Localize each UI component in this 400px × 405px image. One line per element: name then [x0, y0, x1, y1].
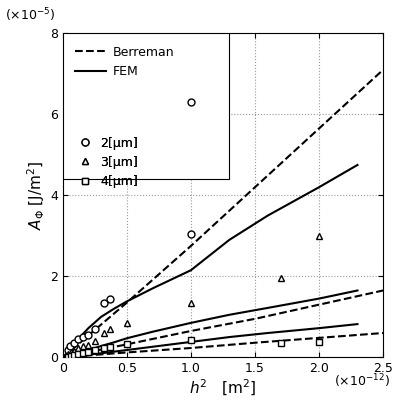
FEM	[150, 286, 155, 291]
Line: 3[μm]: 3[μm]	[64, 232, 322, 358]
FEM	[67, 349, 72, 354]
4[μm]	[101, 346, 106, 351]
Line: 2[μm]: 2[μm]	[64, 99, 194, 354]
Berreman	[124, 300, 129, 305]
3[μm]	[72, 349, 77, 354]
FEM	[355, 162, 360, 167]
Text: $(\times 10^{-12})$: $(\times 10^{-12})$	[334, 373, 390, 390]
Berreman	[188, 243, 193, 248]
2[μm]	[101, 300, 106, 305]
3[μm]	[278, 276, 283, 281]
3[μm]	[188, 300, 193, 305]
FEM	[317, 185, 322, 190]
3[μm]	[66, 352, 70, 356]
FEM	[227, 237, 232, 242]
4[μm]	[92, 348, 97, 353]
3[μm]	[76, 346, 80, 351]
2[μm]	[86, 333, 91, 337]
Y-axis label: $A_\Phi$ [J/m$^2$]: $A_\Phi$ [J/m$^2$]	[26, 160, 47, 230]
2[μm]	[76, 337, 80, 341]
3[μm]	[81, 344, 86, 349]
2[μm]	[66, 347, 70, 352]
X-axis label: $h^2$   [m$^2$]: $h^2$ [m$^2$]	[189, 378, 257, 398]
Text: Exp. Pitch: Exp. Pitch	[76, 114, 137, 127]
4[μm]	[66, 354, 70, 359]
FEM	[60, 355, 65, 360]
Legend: 2[μm], 3[μm], 4[μm]: 2[μm], 3[μm], 4[μm]	[69, 130, 144, 194]
Berreman	[381, 67, 386, 72]
3[μm]	[124, 320, 129, 325]
FEM	[188, 268, 193, 273]
2[μm]	[108, 296, 112, 301]
2[μm]	[68, 343, 73, 348]
Text: $(\times 10^{-5})$: $(\times 10^{-5})$	[5, 6, 56, 24]
FEM	[86, 326, 91, 330]
2[μm]	[92, 326, 97, 331]
Berreman	[60, 355, 65, 360]
4[μm]	[188, 338, 193, 343]
Line: Berreman: Berreman	[63, 70, 383, 357]
3[μm]	[86, 343, 91, 347]
2[μm]	[188, 100, 193, 104]
3[μm]	[317, 233, 322, 238]
3[μm]	[69, 350, 74, 355]
3[μm]	[101, 330, 106, 335]
4[μm]	[317, 339, 322, 344]
FEM	[112, 306, 116, 311]
FEM	[73, 339, 78, 344]
4[μm]	[278, 341, 283, 345]
Berreman	[252, 185, 257, 190]
4[μm]	[86, 350, 91, 354]
Line: 4[μm]: 4[μm]	[64, 337, 322, 360]
4[μm]	[108, 345, 112, 350]
4[μm]	[76, 352, 80, 357]
4[μm]	[124, 342, 129, 347]
3[μm]	[108, 326, 112, 331]
3[μm]	[92, 339, 97, 343]
4[μm]	[72, 353, 77, 358]
Line: FEM: FEM	[63, 165, 358, 357]
2[μm]	[188, 231, 193, 236]
FEM	[99, 314, 104, 319]
4[μm]	[69, 353, 74, 358]
2[μm]	[81, 335, 86, 339]
2[μm]	[72, 341, 77, 345]
4[μm]	[81, 351, 86, 356]
Berreman	[317, 126, 322, 131]
FEM	[265, 213, 270, 218]
FEM	[124, 299, 129, 304]
